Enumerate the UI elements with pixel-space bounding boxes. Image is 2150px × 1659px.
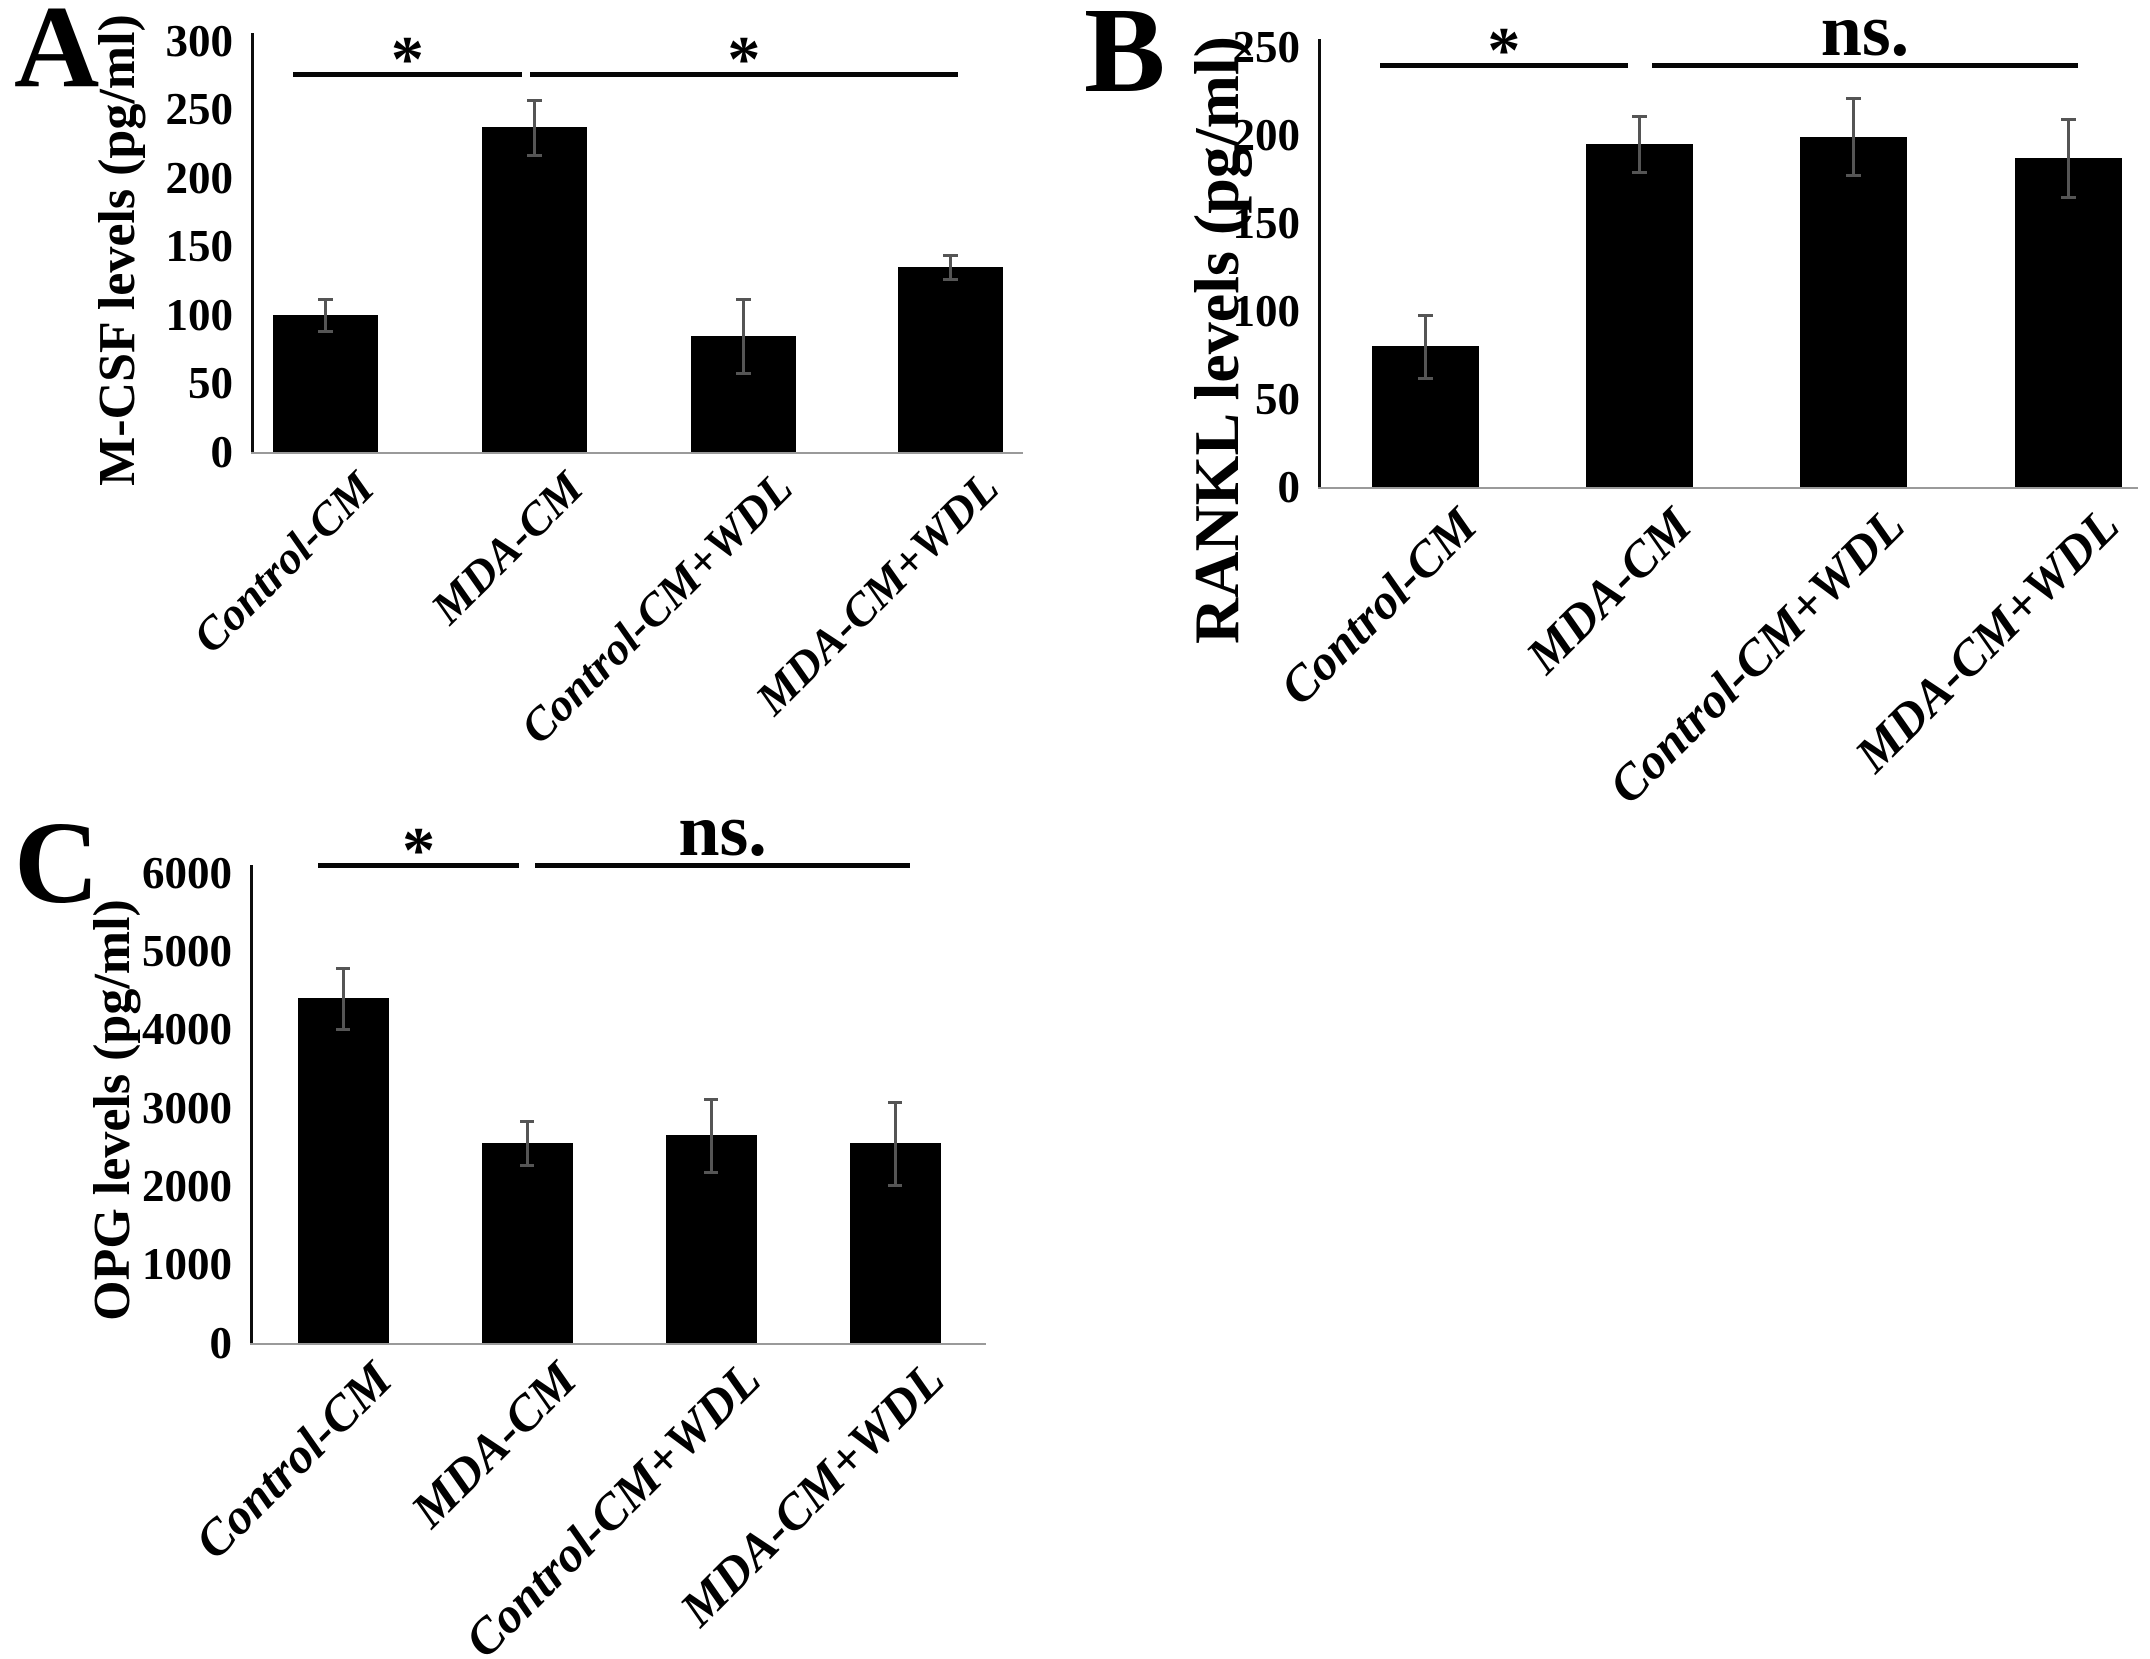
x-tick-label: Control-CM <box>183 461 384 663</box>
error-bar-cap-bottom <box>736 371 752 375</box>
error-bar-cap-top <box>2060 118 2076 122</box>
error-bar-cap-top <box>888 1100 903 1104</box>
error-bar-cap-top <box>318 297 334 301</box>
error-bar-cap-top <box>704 1097 719 1101</box>
error-bar-cap-bottom <box>704 1171 719 1175</box>
error-bar <box>742 298 746 373</box>
x-tick-label: MDA-CM <box>399 1350 587 1538</box>
significance-line <box>1379 63 1628 68</box>
panel-a: A M-CSF levels (pg/ml) 0 50 100 150 200 250 30… <box>0 0 1060 815</box>
x-tick-label: Control-CM <box>184 1350 403 1570</box>
error-bar <box>709 1098 713 1173</box>
error-bar <box>1638 115 1642 172</box>
error-bar-cap-top <box>520 1120 535 1124</box>
panel-letter-c: C <box>14 797 100 928</box>
significance-label: ns. <box>678 790 767 872</box>
y-tick-label: 1000 <box>142 1239 232 1290</box>
bar-mda-cm <box>482 127 588 452</box>
error-bar <box>341 967 345 1029</box>
error-bar-cap-top <box>336 966 351 970</box>
y-axis-line <box>251 33 254 452</box>
error-bar <box>324 298 328 332</box>
error-bar <box>1852 98 1856 176</box>
y-tick-label: 0 <box>1277 461 1301 512</box>
error-bar-cap-bottom <box>1632 170 1648 174</box>
x-tick-label: MDA-CM <box>421 461 593 634</box>
significance-line <box>529 72 958 77</box>
y-tick-label: 100 <box>165 289 234 340</box>
bar-mda-cm <box>1586 143 1694 487</box>
significance-line <box>535 863 911 868</box>
y-tick-label: 200 <box>165 152 234 203</box>
y-tick-label: 200 <box>1232 109 1301 160</box>
y-tick-label: 0 <box>210 426 234 477</box>
significance-line <box>292 72 522 77</box>
error-bar-cap-top <box>942 253 958 257</box>
bar-mda-cm-wdl <box>897 267 1003 452</box>
error-bar-cap-top <box>1418 313 1434 317</box>
y-tick-label: 50 <box>1255 373 1300 424</box>
plot-area-a: 0 50 100 150 200 250 300 * * Control-CM MDA-CM Cont… <box>166 18 1023 753</box>
y-tick-label: 250 <box>1232 21 1301 72</box>
error-bar-cap-bottom <box>336 1027 351 1031</box>
y-axis-line <box>1318 39 1321 487</box>
error-bar-cap-top <box>1632 114 1648 118</box>
y-tick-label: 6000 <box>142 847 232 898</box>
error-bar-cap-top <box>736 297 752 301</box>
y-tick-label: 150 <box>1232 197 1301 248</box>
error-bar-cap-bottom <box>888 1183 903 1187</box>
y-tick-label: 0 <box>209 1317 233 1368</box>
panel-b: B RANKL levels (pg/ml) 0 50 100 150 200 250 * n… <box>1080 0 2150 845</box>
bar-mda-cm <box>481 1143 573 1343</box>
y-tick-label: 300 <box>165 15 234 66</box>
error-bar <box>525 1121 529 1166</box>
y-tick-label: 2000 <box>142 1160 232 1211</box>
y-tick-label: 4000 <box>142 1004 232 1055</box>
plot-area-c: 0 1000 2000 3000 4000 5000 6000 * ns. Control-CM M… <box>142 794 986 1659</box>
significance-line <box>1651 63 2078 68</box>
x-axis-line <box>250 1343 986 1345</box>
error-bar <box>533 99 537 155</box>
significance-label: * <box>390 23 424 96</box>
significance-line <box>318 863 520 868</box>
significance-label: * <box>727 23 761 96</box>
y-tick-label: 3000 <box>142 1082 232 1133</box>
significance-label: ns. <box>1820 0 1910 72</box>
y-tick-label: 100 <box>1232 285 1301 336</box>
plot-area-b: 0 50 100 150 200 250 * ns. Control-CM MDA-CM Contr… <box>1233 0 2138 814</box>
x-axis-line <box>1318 487 2138 489</box>
error-bar <box>948 254 952 280</box>
error-bar-cap-bottom <box>318 330 334 334</box>
error-bar-cap-bottom <box>2060 195 2076 199</box>
bar-control-cm <box>297 998 389 1343</box>
error-bar <box>2066 119 2070 197</box>
significance-label: * <box>1487 14 1521 87</box>
error-bar-cap-bottom <box>1846 174 1862 178</box>
panel-letter-b: B <box>1084 0 1166 118</box>
y-axis-line <box>250 865 253 1343</box>
error-bar-cap-bottom <box>1418 376 1434 380</box>
error-bar <box>893 1101 897 1185</box>
y-tick-label: 50 <box>188 358 233 408</box>
error-bar <box>1424 314 1428 378</box>
error-bar-cap-top <box>527 98 543 102</box>
y-tick-label: 250 <box>165 84 234 134</box>
bar-mda-cm-wdl <box>2014 157 2122 487</box>
y-tick-label: 5000 <box>142 925 232 976</box>
panel-letter-a: A <box>14 0 100 112</box>
bar-control-cm-wdl <box>1800 136 1908 487</box>
y-tick-label: 150 <box>165 221 234 271</box>
error-bar-cap-bottom <box>942 278 958 282</box>
error-bar-cap-bottom <box>520 1164 535 1168</box>
bar-control-cm <box>273 315 379 452</box>
x-tick-label: Control-CM <box>1268 496 1488 716</box>
significance-label: * <box>402 814 436 887</box>
error-bar-cap-bottom <box>527 153 543 157</box>
x-tick-label: MDA-CM <box>1514 496 1702 684</box>
x-axis-line <box>251 452 1023 454</box>
panel-c: C OPG levels (pg/ml) 0 1000 2000 3000 4000 50… <box>0 794 1060 1659</box>
error-bar-cap-top <box>1846 97 1862 101</box>
